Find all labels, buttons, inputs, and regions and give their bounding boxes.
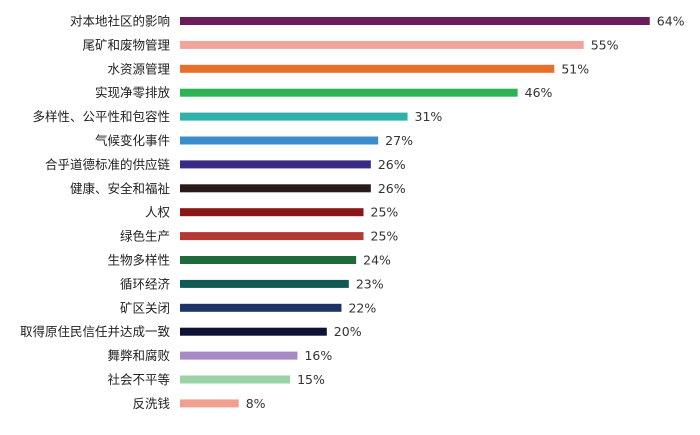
category-label: 绿色生产 [120,229,170,244]
bar [180,327,327,336]
category-label: 社会不平等 [107,372,170,387]
category-label: 尾矿和废物管理 [82,37,170,52]
value-label: 16% [304,348,332,363]
category-label: 合乎道德标准的供应链 [45,157,171,172]
value-label: 25% [371,205,399,220]
value-label: 24% [363,253,391,268]
value-label: 55% [591,37,619,52]
value-label: 51% [561,61,589,76]
bar [180,208,364,217]
category-label: 循环经济 [120,276,171,291]
bar [180,375,291,384]
bar [180,279,349,288]
category-label: 水资源管理 [107,61,170,76]
value-label: 26% [378,157,406,172]
category-label: 实现净零排放 [95,85,171,100]
category-label: 健康、安全和福祉 [70,181,171,196]
category-label: 气候变化事件 [95,133,170,148]
value-label: 31% [415,109,443,124]
bar [180,64,555,73]
category-label: 对本地社区的影响 [70,14,170,29]
category-label: 生物多样性 [107,253,170,268]
bar [180,40,584,49]
category-label: 人权 [145,205,171,220]
bar [180,256,357,264]
value-label: 46% [525,85,553,100]
bar [180,112,408,121]
value-label: 20% [334,324,362,339]
bar [180,160,371,169]
value-label: 8% [246,396,266,411]
value-label: 27% [385,133,413,148]
bar [180,351,298,360]
category-label: 舞弊和腐败 [107,348,170,363]
value-label: 64% [657,14,685,29]
value-label: 26% [378,181,406,196]
bar [180,184,371,193]
value-label: 22% [348,300,376,315]
bar [180,17,650,25]
bar [180,399,239,408]
bar [180,88,518,97]
bar [180,232,364,241]
category-label: 取得原住民信任并达成一致 [20,324,171,339]
bar [180,303,342,312]
bar [180,136,379,145]
category-label: 多样性、公平性和包容性 [32,109,170,124]
value-label: 25% [371,229,399,244]
category-label: 反洗钱 [132,396,170,411]
value-label: 15% [297,372,325,387]
value-label: 23% [356,276,384,291]
category-label: 矿区关闭 [120,300,170,315]
